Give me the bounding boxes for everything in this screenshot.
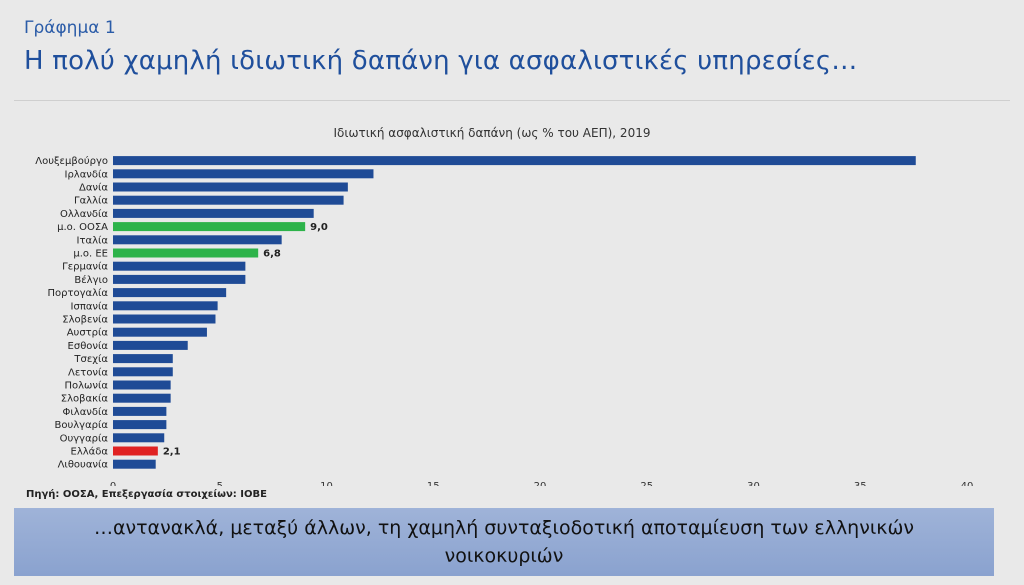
bar (113, 354, 173, 364)
data-label: 6,8 (263, 249, 281, 260)
bar (113, 367, 173, 377)
data-label: 2,1 (163, 447, 181, 458)
category-label: Εσθονία (68, 340, 109, 352)
bar (113, 327, 207, 337)
bar (113, 169, 374, 179)
category-label: Ισπανία (71, 300, 109, 312)
bar (113, 195, 344, 205)
category-label: Τσεχία (73, 353, 108, 365)
category-label: Λιθουανία (58, 459, 109, 471)
category-label: Αυστρία (67, 327, 109, 339)
bar (113, 248, 259, 258)
bar (113, 156, 916, 166)
source-note: Πηγή: ΟΟΣΑ, Επεξεργασία στοιχείων: ΙΟΒΕ (26, 489, 267, 500)
bar (113, 314, 216, 324)
category-label: Ελλάδα (71, 446, 109, 458)
bar (113, 406, 167, 416)
category-label: Ιταλία (77, 234, 109, 246)
category-label: Λετονία (68, 366, 108, 378)
category-label: Βέλγιο (74, 274, 108, 286)
x-tick-label: 30 (747, 481, 760, 486)
category-label: Σλοβενία (62, 314, 108, 326)
category-label: Ιρλανδία (65, 168, 109, 180)
divider (14, 100, 1010, 101)
x-tick-label: 35 (854, 481, 867, 486)
category-label: Λουξεμβούργο (35, 155, 108, 167)
bar (113, 301, 218, 311)
x-tick-label: 5 (217, 481, 223, 486)
bar-chart: Ιδιωτική ασφαλιστική δαπάνη (ως % του ΑΕ… (35, 126, 974, 486)
x-tick-label: 0 (110, 481, 116, 486)
x-tick-label: 20 (534, 481, 547, 486)
bar (113, 393, 171, 403)
bar (113, 433, 165, 443)
category-label: Βουλγαρία (54, 419, 108, 431)
x-tick-label: 15 (427, 481, 440, 486)
bar (113, 235, 282, 245)
category-label: Γαλλία (74, 195, 108, 207)
category-label: Ουγγαρία (60, 432, 109, 444)
bar (113, 182, 348, 192)
category-label: Σλοβακία (61, 393, 109, 405)
x-tick-label: 25 (640, 481, 653, 486)
bar (113, 222, 306, 232)
figure-label: Γράφημα 1 (24, 18, 116, 38)
page-title: Η πολύ χαμηλή ιδιωτική δαπάνη για ασφαλι… (24, 46, 858, 76)
category-label: Πορτογαλία (47, 287, 108, 299)
category-label: Ολλανδία (60, 208, 108, 220)
category-label: Φιλανδία (63, 406, 109, 418)
bar (113, 261, 246, 271)
bar (113, 208, 314, 218)
category-label: μ.ο. ΟΟΣΑ (57, 222, 108, 233)
category-label: Πολωνία (65, 380, 109, 392)
bar (113, 274, 246, 284)
data-label: 9,0 (310, 222, 328, 233)
bar (113, 446, 158, 456)
x-tick-label: 10 (320, 481, 333, 486)
chart-title: Ιδιωτική ασφαλιστική δαπάνη (ως % του ΑΕ… (334, 126, 651, 140)
category-label: μ.ο. ΕΕ (73, 249, 108, 260)
bar (113, 459, 156, 469)
bar (113, 288, 227, 298)
category-label: Δανία (79, 182, 108, 194)
x-tick-label: 40 (961, 481, 974, 486)
category-label: Γερμανία (62, 261, 108, 273)
conclusion-banner: …αντανακλά, μεταξύ άλλων, τη χαμηλή συντ… (14, 508, 994, 576)
bar (113, 380, 171, 390)
bar (113, 420, 167, 430)
conclusion-text: …αντανακλά, μεταξύ άλλων, τη χαμηλή συντ… (93, 517, 914, 567)
bar (113, 340, 188, 350)
